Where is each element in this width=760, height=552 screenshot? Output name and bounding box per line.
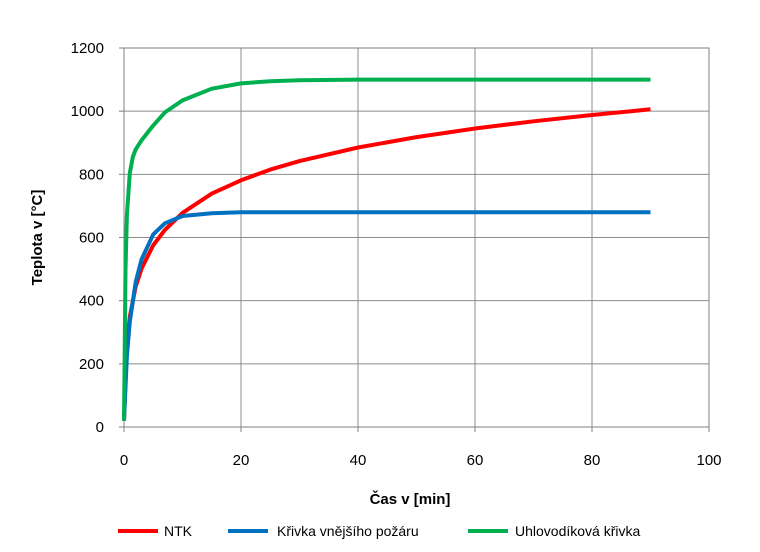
tick-labels: 0 200 400 600 800 1000 1200 0 20 40 60 80 100: [71, 40, 722, 469]
y-axis-title: Teplota v [°C]: [29, 190, 46, 286]
y-tick-label: 400: [79, 293, 104, 310]
x-tick-label: 40: [350, 452, 367, 469]
x-tick-label: 80: [584, 452, 601, 469]
legend-label-3: Uhlovodíková křivka: [515, 523, 640, 539]
legend-label-2: Křivka vnějšího požáru: [277, 523, 419, 539]
y-tick-label: 800: [79, 166, 104, 183]
x-axis-title: Čas v [min]: [370, 490, 451, 508]
legend-label-1: NTK: [164, 523, 193, 539]
x-tick-label: 0: [120, 452, 128, 469]
series-line-3: [122, 77, 651, 421]
y-tick-label: 1000: [71, 103, 104, 120]
series-line-1: [122, 107, 651, 421]
y-tick-label: 0: [96, 419, 104, 436]
series-line-2: [122, 210, 651, 421]
legend: NTK Křivka vnějšího požáru Uhlovodíková kř…: [118, 523, 640, 539]
x-tick-label: 100: [696, 452, 721, 469]
y-tick-label: 200: [79, 356, 104, 373]
x-tick-label: 20: [233, 452, 250, 469]
y-tick-label: 1200: [71, 40, 104, 57]
y-tick-label: 600: [79, 230, 104, 247]
series-layer: [122, 77, 651, 421]
x-tick-label: 60: [467, 452, 484, 469]
grid: [123, 47, 710, 428]
